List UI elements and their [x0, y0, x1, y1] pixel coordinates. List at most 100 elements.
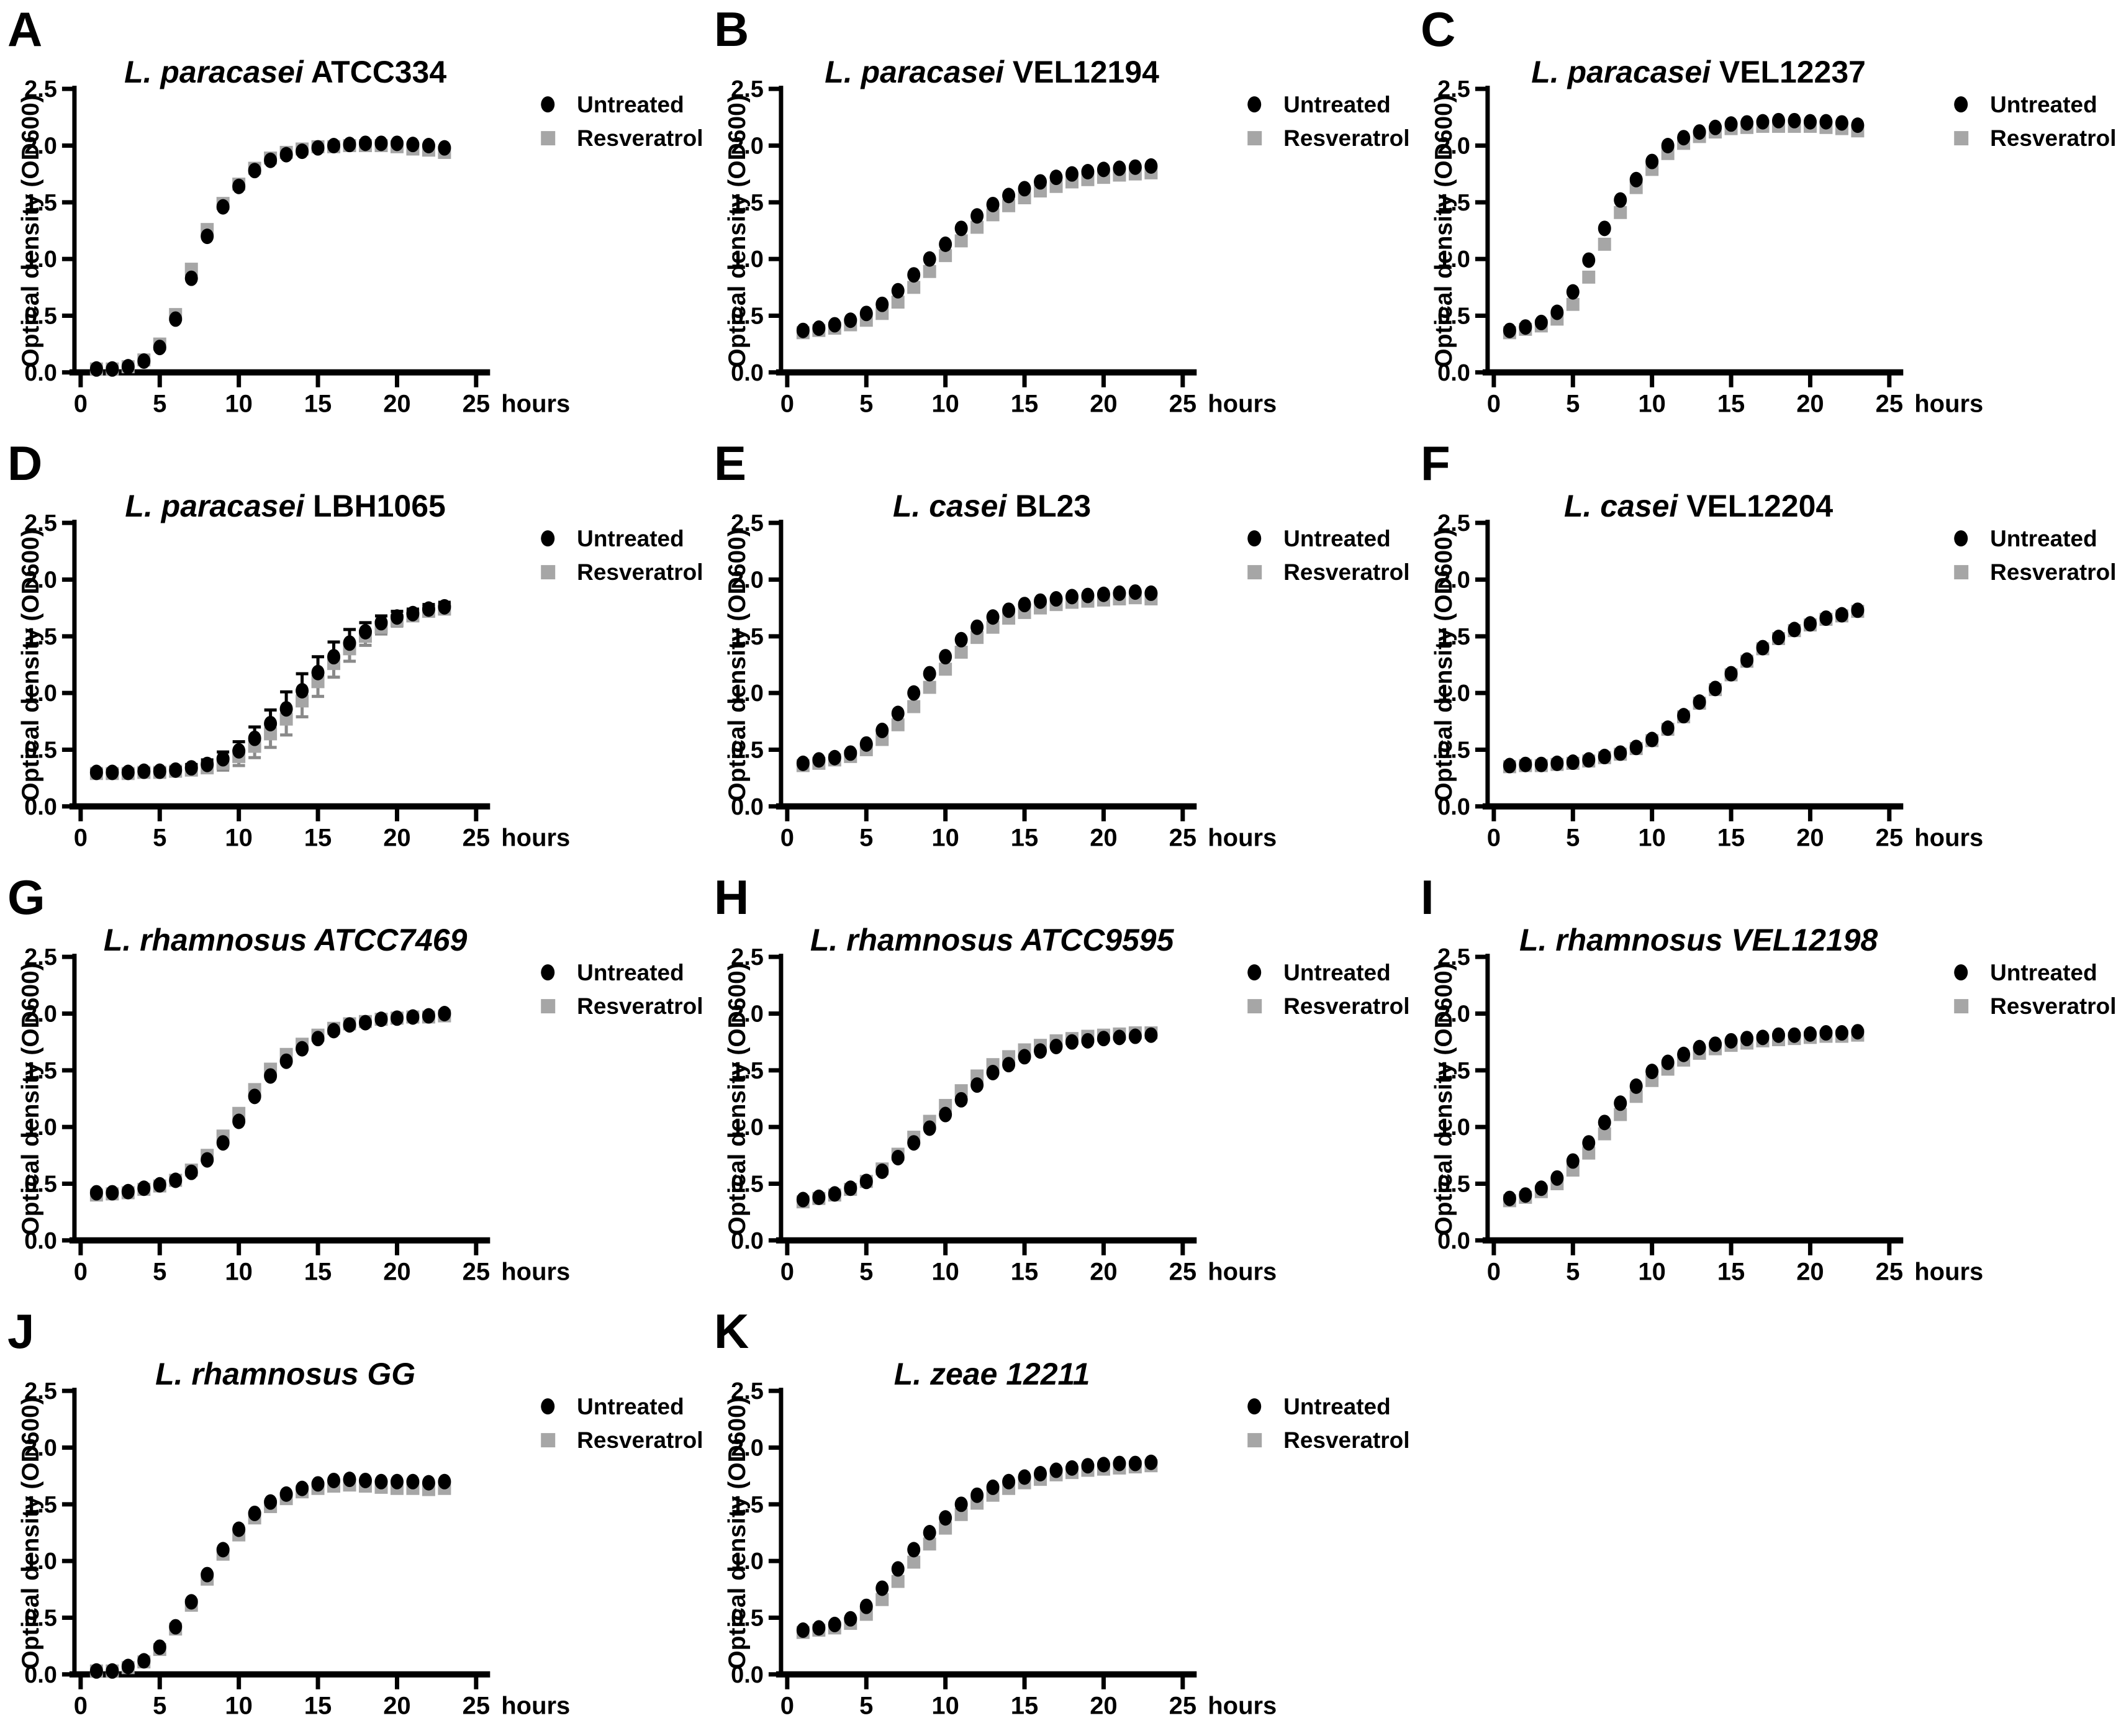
untreated-data-point — [89, 764, 103, 780]
legend-untreated-label: Untreated — [1283, 1394, 1390, 1419]
x-tick-label: 15 — [1011, 391, 1038, 418]
x-tick-label: 25 — [1876, 825, 1903, 852]
untreated-data-point — [986, 1064, 1000, 1080]
y-tick-label: 2.5 — [731, 510, 764, 536]
untreated-data-point — [1049, 1038, 1063, 1054]
untreated-data-point — [137, 763, 151, 779]
untreated-data-point — [1693, 1039, 1706, 1056]
panel-letter: A — [7, 2, 42, 57]
untreated-data-point — [875, 1580, 889, 1596]
panel-F-chart: F L. casei VEL12204 Optical density (OD600… — [1421, 436, 2120, 852]
untreated-data-point — [1065, 589, 1079, 605]
x-ticks: 0 5 10 15 20 25 — [1487, 806, 1903, 852]
untreated-data-point — [248, 163, 261, 179]
x-tick-label: 0 — [780, 825, 794, 852]
untreated-data-point — [232, 743, 246, 759]
y-tick-label: 2.0 — [24, 1435, 57, 1461]
x-axis-unit-label: hours — [1208, 1259, 1277, 1286]
series-resveratrol — [89, 602, 451, 780]
untreated-data-point — [970, 1077, 984, 1093]
legend: Untreated Resveratrol 30 — [1954, 526, 2120, 585]
untreated-data-point — [1049, 1462, 1063, 1478]
untreated-data-point — [844, 1611, 857, 1627]
y-tick-label: 0.5 — [24, 1171, 57, 1197]
untreated-data-point — [279, 147, 293, 163]
untreated-data-point — [1034, 1043, 1047, 1059]
untreated-data-point — [343, 1017, 356, 1033]
untreated-data-point — [844, 745, 857, 761]
legend: Untreated Resveratrol 30 — [541, 1394, 707, 1453]
x-tick-label: 20 — [1090, 1693, 1117, 1720]
y-tick-label: 1.5 — [1437, 190, 1470, 216]
untreated-data-point — [1693, 694, 1706, 710]
untreated-data-point — [1097, 586, 1110, 602]
y-ticks: 0.0 0.5 1.0 1.5 2.0 2.5 — [1437, 510, 1488, 820]
legend-resveratrol-marker-square-icon — [1247, 565, 1262, 580]
untreated-data-point — [358, 1015, 372, 1031]
untreated-data-point — [1065, 166, 1079, 182]
x-tick-label: 25 — [1169, 825, 1196, 852]
x-tick-label: 15 — [304, 1693, 332, 1720]
y-ticks: 0.0 0.5 1.0 1.5 2.0 2.5 — [731, 1378, 781, 1688]
resveratrol-data-point — [1598, 237, 1611, 251]
untreated-data-point — [1709, 680, 1722, 697]
y-tick-label: 1.5 — [24, 1492, 57, 1518]
untreated-data-point — [812, 1189, 826, 1205]
legend: Untreated Resveratrol 30 — [1247, 960, 1413, 1019]
untreated-data-point — [106, 1185, 119, 1201]
panel-title-part: L. rhamnosus ATCC9595 — [810, 923, 1175, 957]
x-ticks: 0 5 10 15 20 25 — [780, 1674, 1196, 1720]
x-tick-label: 20 — [1090, 825, 1117, 852]
y-tick-label: 1.5 — [1437, 1058, 1470, 1084]
y-tick-label: 0.0 — [731, 1228, 764, 1254]
y-tick-label: 0.5 — [1437, 303, 1470, 329]
x-tick-label: 0 — [74, 1259, 88, 1286]
legend-untreated-marker-circle-icon — [1954, 530, 1968, 547]
untreated-data-point — [1851, 117, 1865, 133]
x-tick-label: 25 — [1169, 1693, 1196, 1720]
resveratrol-data-point — [891, 718, 905, 731]
y-tick-label: 2.0 — [1437, 133, 1470, 159]
panel-letter: K — [714, 1304, 749, 1359]
untreated-data-point — [89, 1185, 103, 1201]
series-untreated — [89, 1472, 451, 1679]
untreated-data-point — [1503, 757, 1516, 774]
untreated-data-point — [137, 1653, 151, 1669]
x-tick-label: 5 — [859, 825, 873, 852]
x-tick-label: 10 — [931, 1259, 959, 1286]
x-tick-label: 5 — [859, 391, 873, 418]
legend: Untreated Resveratrol 30 — [1247, 1394, 1413, 1453]
untreated-data-point — [1756, 1029, 1770, 1046]
untreated-data-point — [1756, 114, 1770, 130]
y-ticks: 0.0 0.5 1.0 1.5 2.0 2.5 — [1437, 76, 1488, 386]
y-tick-label: 1.0 — [24, 1114, 57, 1141]
untreated-data-point — [1709, 1036, 1722, 1052]
panel-title-part: LBH1065 — [304, 489, 446, 523]
legend-untreated-marker-circle-icon — [1247, 530, 1262, 547]
untreated-data-point — [1788, 622, 1801, 638]
untreated-data-point — [121, 1183, 135, 1200]
y-tick-label: 2.5 — [24, 944, 57, 970]
untreated-data-point — [390, 609, 404, 625]
x-axis-unit-label: hours — [1914, 825, 1983, 852]
untreated-data-point — [311, 1031, 325, 1047]
y-tick-label: 1.0 — [731, 680, 764, 707]
y-ticks: 0.0 0.5 1.0 1.5 2.0 2.5 — [24, 1378, 75, 1688]
untreated-data-point — [907, 1542, 921, 1558]
untreated-data-point — [89, 361, 103, 377]
untreated-data-point — [1724, 666, 1738, 682]
x-tick-label: 15 — [304, 825, 332, 852]
resveratrol-data-point — [986, 620, 1000, 634]
untreated-data-point — [137, 353, 151, 369]
untreated-data-point — [1677, 708, 1691, 724]
x-tick-label: 25 — [1876, 391, 1903, 418]
resveratrol-data-point — [986, 208, 1000, 222]
untreated-data-point — [1740, 652, 1754, 668]
x-tick-label: 20 — [383, 391, 410, 418]
legend-resveratrol-label: Resveratrol 30 — [1990, 125, 2120, 151]
legend-resveratrol-marker-square-icon — [1247, 999, 1262, 1014]
untreated-data-point — [248, 730, 261, 746]
y-tick-label: 0.5 — [731, 1605, 764, 1631]
x-ticks: 0 5 10 15 20 25 — [1487, 372, 1903, 418]
x-tick-label: 15 — [1717, 391, 1745, 418]
